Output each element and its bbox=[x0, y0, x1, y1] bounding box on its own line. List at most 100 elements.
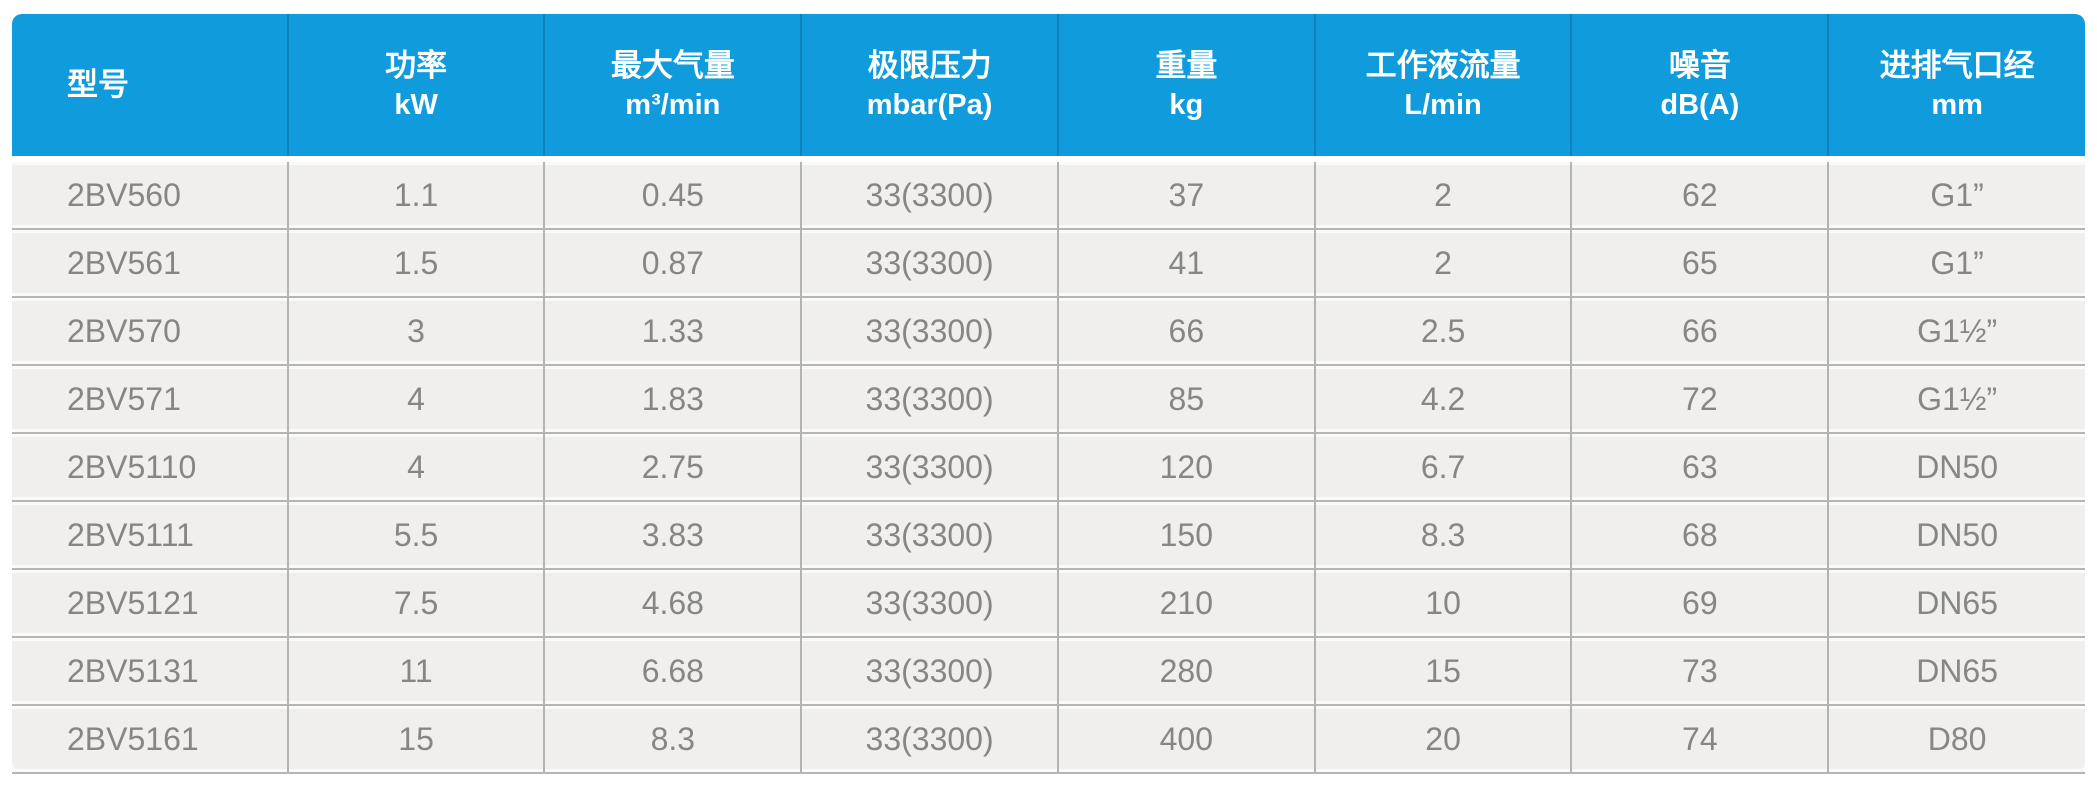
cell-port-diameter: G1” bbox=[1827, 159, 2085, 230]
cell-power: 1.1 bbox=[286, 159, 545, 230]
cell-power: 1.5 bbox=[286, 229, 545, 298]
column-unit: m³/min bbox=[625, 89, 721, 122]
column-title: 最大气量 bbox=[610, 47, 735, 83]
cell-weight: 280 bbox=[1056, 637, 1315, 706]
cell-port-diameter: DN50 bbox=[1827, 433, 2085, 502]
cell-weight: 41 bbox=[1056, 229, 1315, 298]
cell-model: 2BV5121 bbox=[12, 569, 288, 638]
cell-model: 2BV5111 bbox=[12, 501, 288, 570]
cell-model: 2BV571 bbox=[12, 365, 288, 434]
cell-model: 2BV560 bbox=[12, 159, 288, 230]
cell-ultimate-pressure: 33(3300) bbox=[800, 501, 1058, 570]
cell-noise: 63 bbox=[1570, 433, 1829, 502]
table-body: 2BV560 1.1 0.45 33(3300) 37 2 62 G1” 2BV561 1.5 0… bbox=[12, 159, 2085, 774]
column-header-port-diameter: 进排气口经 mm bbox=[1827, 14, 2085, 162]
cell-noise: 66 bbox=[1570, 297, 1829, 366]
table-header: 型号 功率 kW 最大气量 m³/min 极限压力 mbar(Pa) 重量 kg 工作液… bbox=[12, 14, 2085, 162]
cell-model: 2BV561 bbox=[12, 229, 288, 298]
cell-max-airflow: 1.33 bbox=[543, 297, 802, 366]
cell-weight: 85 bbox=[1056, 365, 1315, 434]
cell-model: 2BV5110 bbox=[12, 433, 288, 502]
table-row: 2BV561 1.5 0.87 33(3300) 41 2 65 G1” bbox=[12, 229, 2085, 298]
cell-liquid-flow: 10 bbox=[1313, 569, 1572, 638]
cell-port-diameter: G1” bbox=[1827, 229, 2085, 298]
cell-ultimate-pressure: 33(3300) bbox=[800, 365, 1058, 434]
cell-noise: 62 bbox=[1570, 159, 1829, 230]
cell-weight: 120 bbox=[1056, 433, 1315, 502]
column-title: 极限压力 bbox=[867, 47, 992, 83]
spec-table: 型号 功率 kW 最大气量 m³/min 极限压力 mbar(Pa) 重量 kg 工作液… bbox=[12, 14, 2085, 774]
column-header-max-airflow: 最大气量 m³/min bbox=[543, 14, 802, 162]
cell-power: 15 bbox=[286, 705, 545, 774]
column-title: 功率 bbox=[385, 47, 448, 83]
cell-liquid-flow: 2.5 bbox=[1313, 297, 1572, 366]
cell-port-diameter: D80 bbox=[1827, 705, 2085, 774]
cell-ultimate-pressure: 33(3300) bbox=[800, 229, 1058, 298]
cell-ultimate-pressure: 33(3300) bbox=[800, 433, 1058, 502]
table-row: 2BV5111 5.5 3.83 33(3300) 150 8.3 68 DN50 bbox=[12, 501, 2085, 570]
column-header-noise: 噪音 dB(A) bbox=[1570, 14, 1829, 162]
cell-power: 4 bbox=[286, 365, 545, 434]
cell-power: 7.5 bbox=[286, 569, 545, 638]
column-unit: kW bbox=[394, 89, 438, 122]
column-header-model: 型号 bbox=[12, 14, 288, 162]
column-unit: L/min bbox=[1404, 89, 1482, 122]
column-title: 工作液流量 bbox=[1365, 47, 1521, 83]
cell-power: 3 bbox=[286, 297, 545, 366]
column-title: 进排气口经 bbox=[1879, 47, 2035, 83]
column-header-power: 功率 kW bbox=[286, 14, 545, 162]
cell-ultimate-pressure: 33(3300) bbox=[800, 705, 1058, 774]
cell-max-airflow: 6.68 bbox=[543, 637, 802, 706]
column-header-liquid-flow: 工作液流量 L/min bbox=[1313, 14, 1572, 162]
cell-power: 5.5 bbox=[286, 501, 545, 570]
header-row: 型号 功率 kW 最大气量 m³/min 极限压力 mbar(Pa) 重量 kg 工作液… bbox=[12, 14, 2085, 162]
column-title: 型号 bbox=[67, 67, 129, 103]
table-row: 2BV570 3 1.33 33(3300) 66 2.5 66 G1½” bbox=[12, 297, 2085, 366]
table-row: 2BV560 1.1 0.45 33(3300) 37 2 62 G1” bbox=[12, 159, 2085, 230]
cell-ultimate-pressure: 33(3300) bbox=[800, 569, 1058, 638]
cell-weight: 400 bbox=[1056, 705, 1315, 774]
column-unit: kg bbox=[1169, 89, 1204, 122]
cell-max-airflow: 1.83 bbox=[543, 365, 802, 434]
cell-liquid-flow: 2 bbox=[1313, 159, 1572, 230]
table-row: 2BV5131 11 6.68 33(3300) 280 15 73 DN65 bbox=[12, 637, 2085, 706]
column-unit: dB(A) bbox=[1660, 89, 1740, 122]
cell-ultimate-pressure: 33(3300) bbox=[800, 297, 1058, 366]
cell-liquid-flow: 20 bbox=[1313, 705, 1572, 774]
cell-liquid-flow: 15 bbox=[1313, 637, 1572, 706]
cell-ultimate-pressure: 33(3300) bbox=[800, 637, 1058, 706]
cell-weight: 210 bbox=[1056, 569, 1315, 638]
cell-model: 2BV570 bbox=[12, 297, 288, 366]
cell-ultimate-pressure: 33(3300) bbox=[800, 159, 1058, 230]
cell-port-diameter: G1½” bbox=[1827, 297, 2085, 366]
table-row: 2BV571 4 1.83 33(3300) 85 4.2 72 G1½” bbox=[12, 365, 2085, 434]
table-row: 2BV5161 15 8.3 33(3300) 400 20 74 D80 bbox=[12, 705, 2085, 774]
cell-power: 4 bbox=[286, 433, 545, 502]
column-title: 噪音 bbox=[1668, 47, 1731, 83]
column-header-ultimate-pressure: 极限压力 mbar(Pa) bbox=[800, 14, 1058, 162]
cell-noise: 68 bbox=[1570, 501, 1829, 570]
cell-noise: 73 bbox=[1570, 637, 1829, 706]
cell-weight: 150 bbox=[1056, 501, 1315, 570]
cell-noise: 69 bbox=[1570, 569, 1829, 638]
cell-weight: 66 bbox=[1056, 297, 1315, 366]
column-title: 重量 bbox=[1155, 47, 1218, 83]
column-unit: mbar(Pa) bbox=[866, 89, 993, 122]
column-header-weight: 重量 kg bbox=[1056, 14, 1315, 162]
column-unit: mm bbox=[1931, 89, 1983, 122]
cell-noise: 65 bbox=[1570, 229, 1829, 298]
table-row: 2BV5121 7.5 4.68 33(3300) 210 10 69 DN65 bbox=[12, 569, 2085, 638]
cell-noise: 72 bbox=[1570, 365, 1829, 434]
cell-max-airflow: 2.75 bbox=[543, 433, 802, 502]
cell-model: 2BV5161 bbox=[12, 705, 288, 774]
cell-model: 2BV5131 bbox=[12, 637, 288, 706]
cell-noise: 74 bbox=[1570, 705, 1829, 774]
cell-liquid-flow: 8.3 bbox=[1313, 501, 1572, 570]
cell-liquid-flow: 4.2 bbox=[1313, 365, 1572, 434]
cell-max-airflow: 0.87 bbox=[543, 229, 802, 298]
cell-max-airflow: 3.83 bbox=[543, 501, 802, 570]
table-row: 2BV5110 4 2.75 33(3300) 120 6.7 63 DN50 bbox=[12, 433, 2085, 502]
cell-port-diameter: DN65 bbox=[1827, 637, 2085, 706]
cell-max-airflow: 4.68 bbox=[543, 569, 802, 638]
